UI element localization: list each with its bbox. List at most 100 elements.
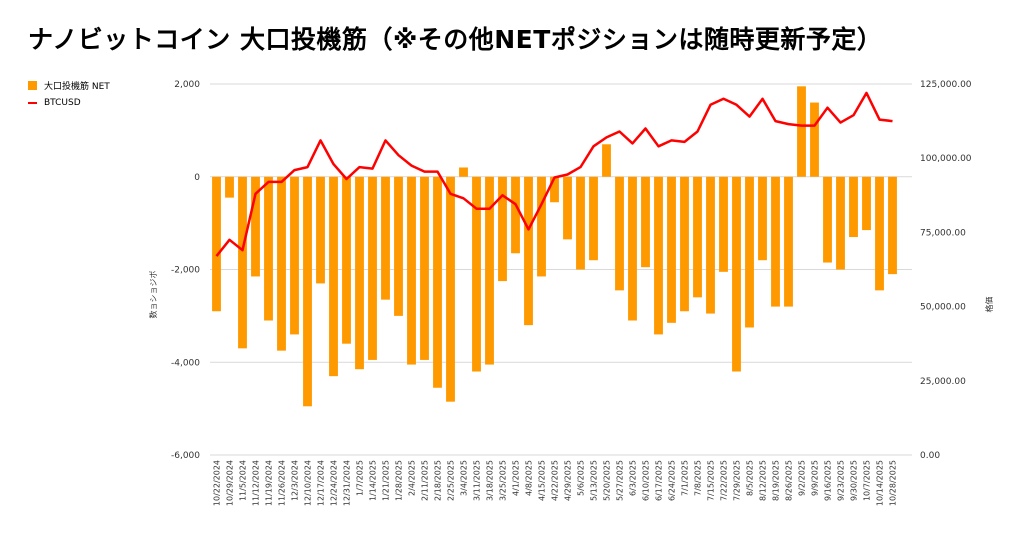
x-tick-label: 7/22/2025 bbox=[720, 460, 729, 501]
x-tick-label: 5/6/2025 bbox=[577, 460, 586, 496]
legend-item-btcusd: BTCUSD bbox=[28, 94, 110, 112]
y-left-axis-title: 数ョショジボ bbox=[148, 271, 158, 319]
bar bbox=[550, 176, 559, 203]
bar bbox=[602, 144, 611, 177]
bar bbox=[277, 176, 286, 351]
y-right-tick-label: 125,000.00 bbox=[920, 80, 972, 90]
x-tick-label: 1/21/2025 bbox=[382, 460, 391, 501]
bar bbox=[615, 176, 624, 291]
x-tick-label: 10/29/2024 bbox=[226, 460, 235, 506]
x-tick-label: 1/7/2025 bbox=[356, 460, 365, 496]
bar bbox=[680, 176, 689, 312]
x-tick-label: 11/26/2024 bbox=[278, 460, 287, 506]
x-tick-label: 12/31/2024 bbox=[343, 460, 352, 506]
legend-swatch-line bbox=[28, 102, 37, 104]
x-tick-label: 4/8/2025 bbox=[525, 460, 534, 496]
y-left-tick-label: -2,000 bbox=[171, 266, 200, 276]
x-tick-label: 8/12/2025 bbox=[759, 460, 768, 501]
bar bbox=[732, 176, 741, 372]
bar bbox=[823, 176, 832, 263]
x-tick-label: 4/15/2025 bbox=[538, 460, 547, 501]
bar bbox=[875, 176, 884, 291]
bar bbox=[797, 86, 806, 177]
bar bbox=[524, 176, 533, 326]
bar bbox=[394, 176, 403, 316]
bar bbox=[303, 176, 312, 407]
x-tick-label: 9/23/2025 bbox=[837, 460, 846, 501]
bar bbox=[693, 176, 702, 298]
x-tick-label: 7/29/2025 bbox=[733, 460, 742, 501]
y-left-tick-label: 0 bbox=[194, 173, 200, 183]
chart-title: ナノビットコイン 大口投機筋（※その他NETポジションは随時更新予定） bbox=[28, 25, 883, 54]
bar bbox=[459, 167, 468, 177]
x-tick-label: 11/5/2024 bbox=[239, 460, 248, 501]
bar bbox=[719, 176, 728, 272]
x-tick-label: 12/10/2024 bbox=[304, 460, 313, 506]
x-tick-label: 12/3/2024 bbox=[291, 460, 300, 501]
bar bbox=[433, 176, 442, 388]
legend-item-net: 大口投機筋 NET bbox=[28, 76, 110, 94]
bar bbox=[342, 176, 351, 344]
x-tick-label: 9/9/2025 bbox=[811, 460, 820, 496]
legend-label-net: 大口投機筋 NET bbox=[44, 81, 110, 92]
x-tick-label: 7/1/2025 bbox=[681, 460, 690, 496]
bar bbox=[212, 176, 221, 312]
bar bbox=[888, 176, 897, 275]
btcusd-line bbox=[215, 91, 893, 257]
x-tick-label: 2/25/2025 bbox=[447, 460, 456, 501]
legend-swatch-bar bbox=[28, 80, 37, 90]
x-tick-label: 7/15/2025 bbox=[707, 460, 716, 501]
x-tick-label: 1/14/2025 bbox=[369, 460, 378, 501]
x-tick-label: 9/16/2025 bbox=[824, 460, 833, 501]
x-tick-label: 7/8/2025 bbox=[694, 460, 703, 496]
bar bbox=[745, 176, 754, 328]
bar bbox=[238, 176, 247, 349]
y-right-tick-label: 75,000.00 bbox=[920, 228, 966, 238]
bar bbox=[446, 176, 455, 402]
x-tick-label: 10/28/2025 bbox=[889, 460, 898, 506]
legend: 大口投機筋 NET BTCUSD bbox=[28, 76, 110, 112]
y-right-axis-title: 格価 bbox=[984, 297, 994, 313]
bar bbox=[849, 176, 858, 238]
x-tick-label: 12/24/2024 bbox=[330, 460, 339, 506]
bar bbox=[355, 176, 364, 370]
y-right-tick-label: 100,000.00 bbox=[920, 154, 972, 164]
bar bbox=[290, 176, 299, 335]
x-tick-label: 11/19/2024 bbox=[265, 460, 274, 506]
y-left-tick-label: 2,000 bbox=[174, 80, 200, 90]
bar bbox=[576, 176, 585, 270]
x-tick-label: 6/3/2025 bbox=[629, 460, 638, 496]
x-tick-label: 1/28/2025 bbox=[395, 460, 404, 501]
bar bbox=[329, 176, 338, 377]
bar bbox=[771, 176, 780, 307]
x-tick-label: 10/22/2024 bbox=[213, 460, 222, 506]
x-tick-label: 2/11/2025 bbox=[421, 460, 430, 501]
x-tick-label: 10/14/2025 bbox=[876, 460, 885, 506]
bar bbox=[511, 176, 520, 254]
bar bbox=[225, 176, 234, 198]
x-tick-label: 2/4/2025 bbox=[408, 460, 417, 496]
x-tick-label: 11/12/2024 bbox=[252, 460, 261, 506]
bar bbox=[758, 176, 767, 261]
x-tick-label: 9/2/2025 bbox=[798, 460, 807, 496]
bar bbox=[667, 176, 676, 323]
bar bbox=[264, 176, 273, 321]
x-tick-label: 5/27/2025 bbox=[616, 460, 625, 501]
bar bbox=[628, 176, 637, 321]
bar bbox=[589, 176, 598, 261]
bar bbox=[472, 176, 481, 372]
x-tick-label: 3/18/2025 bbox=[486, 460, 495, 501]
bar bbox=[810, 102, 819, 177]
bar bbox=[836, 176, 845, 270]
x-tick-label: 4/1/2025 bbox=[512, 460, 521, 496]
bar bbox=[654, 176, 663, 335]
bar bbox=[407, 176, 416, 365]
legend-label-btcusd: BTCUSD bbox=[44, 98, 81, 108]
x-tick-label: 5/20/2025 bbox=[603, 460, 612, 501]
bar bbox=[368, 176, 377, 360]
x-tick-label: 6/24/2025 bbox=[668, 460, 677, 501]
bar bbox=[563, 176, 572, 240]
x-tick-label: 10/7/2025 bbox=[863, 460, 872, 501]
x-tick-label: 6/17/2025 bbox=[655, 460, 664, 501]
